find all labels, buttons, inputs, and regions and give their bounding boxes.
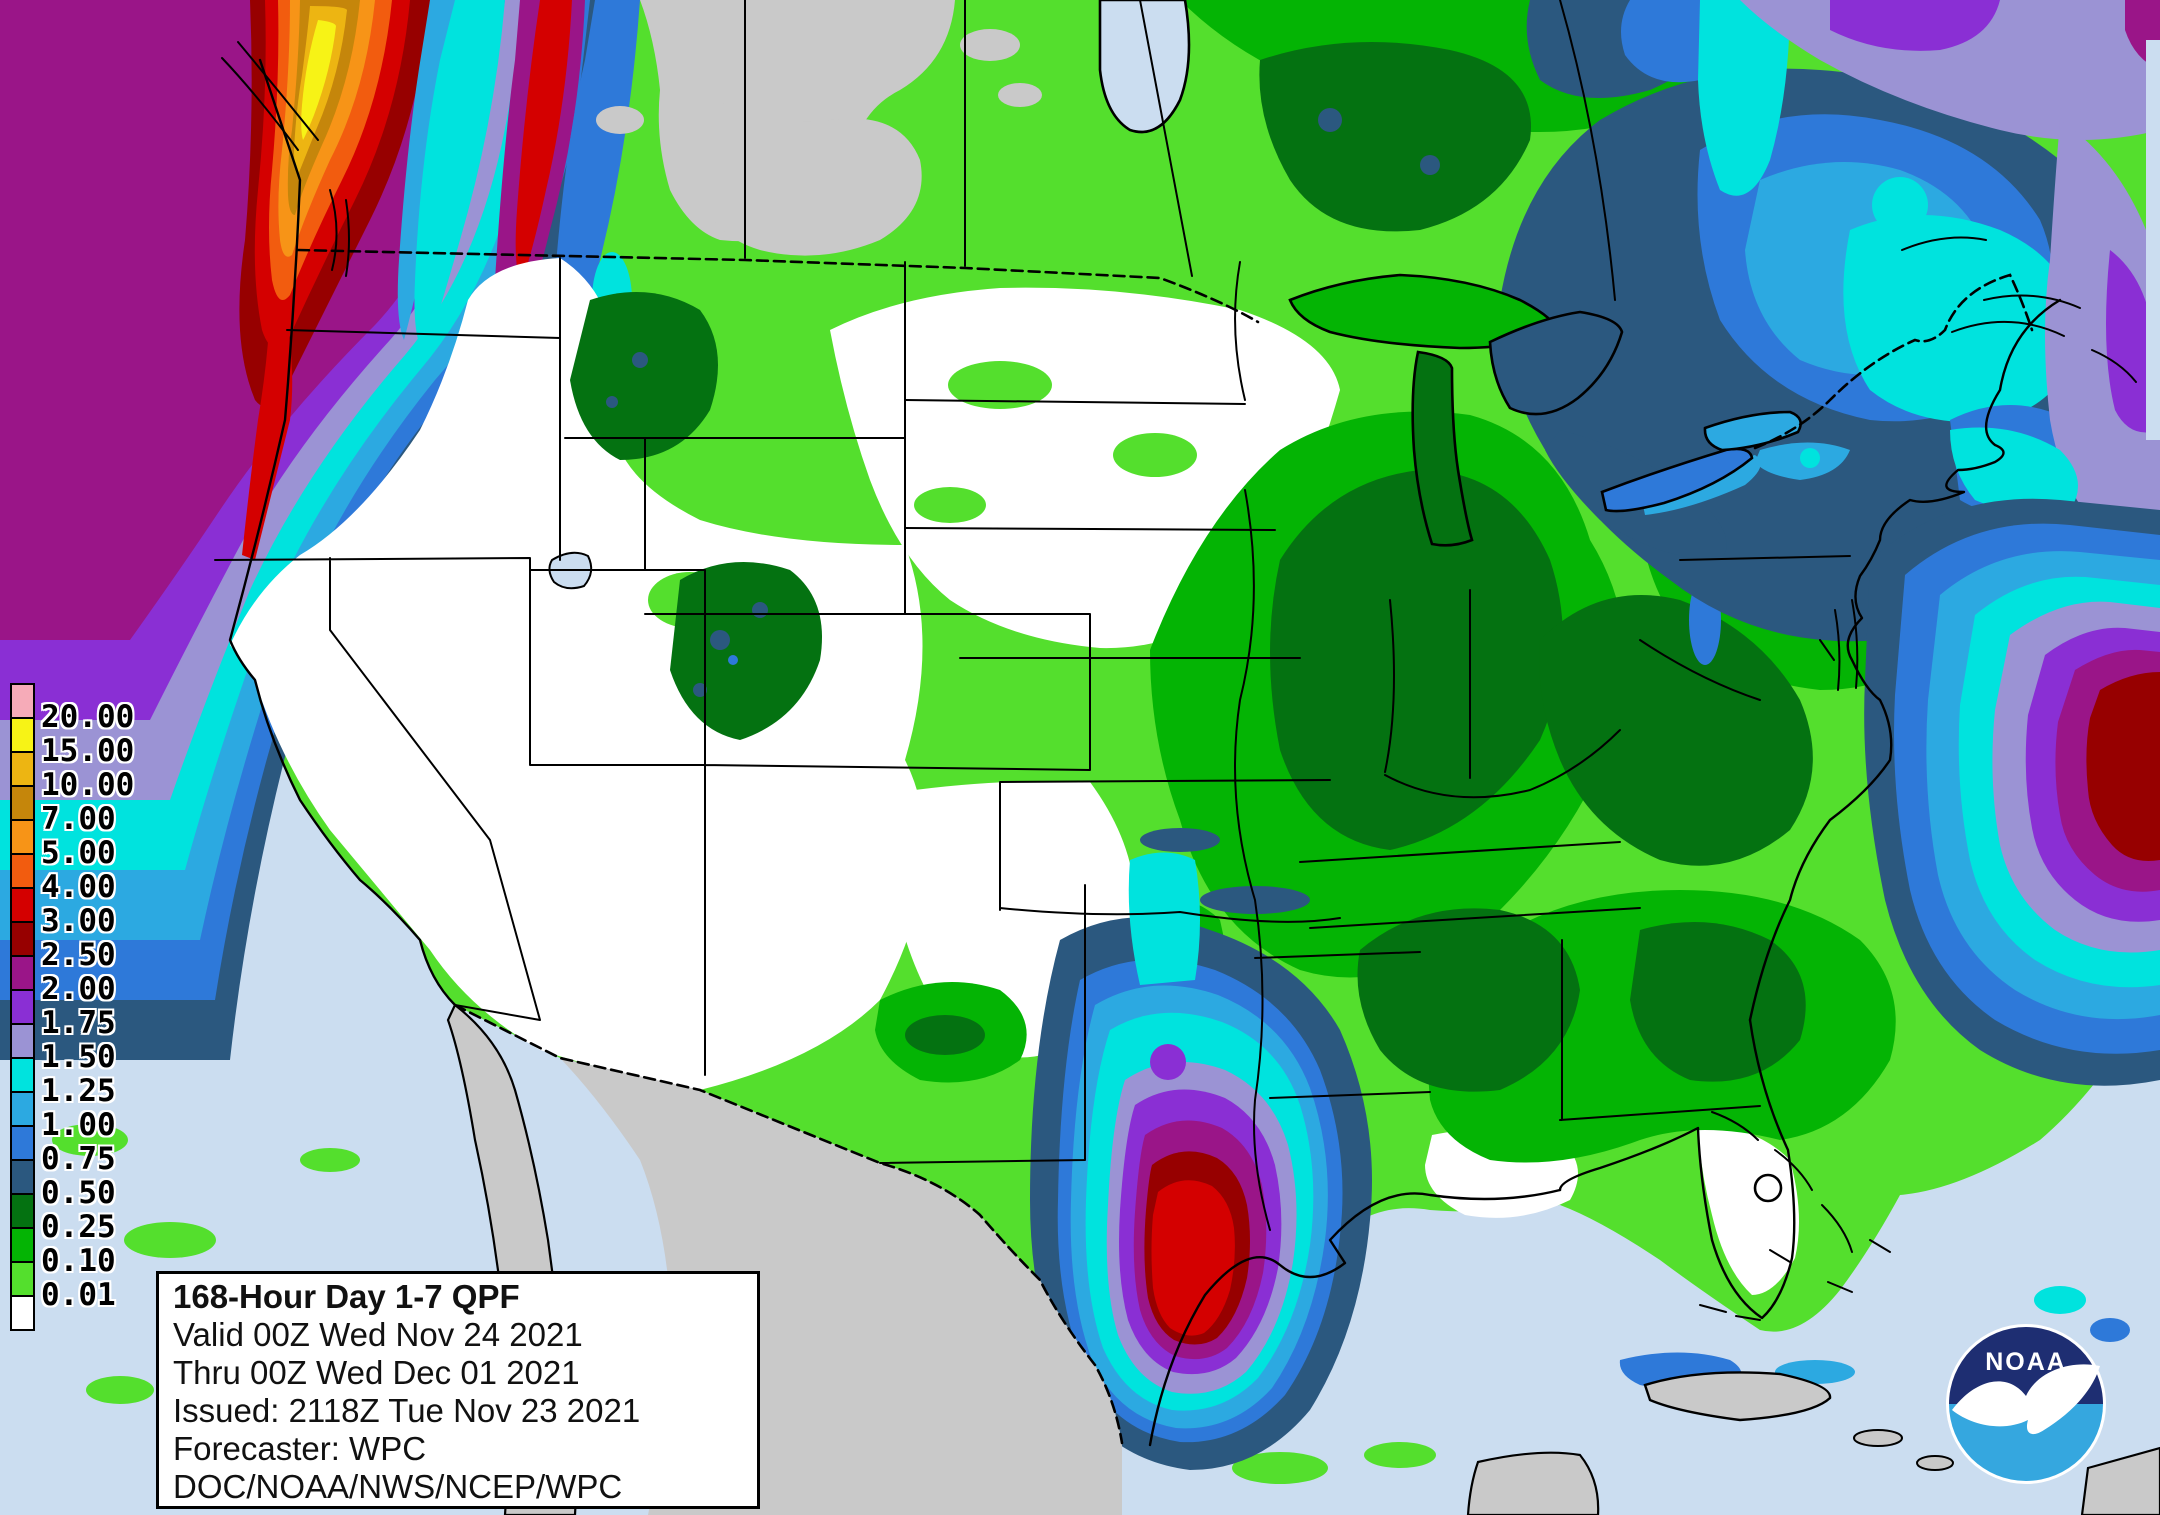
legend-label: 4.00 xyxy=(41,869,116,905)
legend-swatch xyxy=(10,819,35,855)
texas-coast-max xyxy=(1030,852,2130,1470)
thru-time-line: Thru 00Z Wed Dec 01 2021 xyxy=(173,1354,580,1391)
legend-swatch xyxy=(10,683,35,719)
legend-label: 5.00 xyxy=(41,835,116,871)
info-box: 168-Hour Day 1-7 QPF Valid 00Z Wed Nov 2… xyxy=(156,1271,760,1509)
legend-label: 0.25 xyxy=(41,1209,116,1245)
legend-swatch xyxy=(10,1261,35,1297)
legend-swatch xyxy=(10,751,35,787)
great-lakes xyxy=(548,0,1802,1203)
forecaster-line: Forecaster: WPC xyxy=(173,1430,427,1467)
grid-edge-ocean xyxy=(2146,40,2160,440)
legend-label: 7.00 xyxy=(41,801,116,837)
legend-label: 15.00 xyxy=(41,733,135,769)
legend-label: 1.00 xyxy=(41,1107,116,1143)
valid-time-line: Valid 00Z Wed Nov 24 2021 xyxy=(173,1316,583,1353)
legend-label: 1.25 xyxy=(41,1073,116,1109)
pacific-northwest-max xyxy=(0,0,640,1060)
legend-swatch xyxy=(10,1057,35,1093)
legend-swatch xyxy=(10,921,35,957)
legend-swatch xyxy=(10,989,35,1025)
noaa-seagull-icon xyxy=(1952,1364,2100,1435)
legend-swatch xyxy=(10,1193,35,1229)
legend-swatch xyxy=(10,1295,35,1331)
issued-time-line: Issued: 2118Z Tue Nov 23 2021 xyxy=(173,1392,641,1429)
northeast-canada-field xyxy=(1500,0,2160,642)
legend-label: 1.50 xyxy=(41,1039,116,1075)
legend-label: 3.00 xyxy=(41,903,116,939)
map-title: 168-Hour Day 1-7 QPF xyxy=(173,1278,520,1315)
atlantic-offshore-max xyxy=(1864,498,2160,1086)
legend-swatch xyxy=(10,955,35,991)
map-borders xyxy=(214,0,2137,1447)
legend-label: 2.50 xyxy=(41,937,116,973)
legend-swatch xyxy=(10,717,35,753)
legend-label: 0.10 xyxy=(41,1243,116,1279)
legend-swatch xyxy=(10,1227,35,1263)
legend-label: 10.00 xyxy=(41,767,135,803)
legend-swatch xyxy=(10,785,35,821)
legend-swatch xyxy=(10,1023,35,1059)
legend-label: 0.50 xyxy=(41,1175,116,1211)
legend: 20.00 15.00 10.00 7.00 5.00 4.00 3.00 2.50 2.00 1… xyxy=(10,683,200,1331)
legend-label: 1.75 xyxy=(41,1005,116,1041)
legend-label: 0.01 xyxy=(41,1277,116,1313)
legend-swatch xyxy=(10,887,35,923)
agency-line: DOC/NOAA/NWS/NCEP/WPC xyxy=(173,1468,623,1505)
noaa-logo-text: NOAA xyxy=(1985,1348,2067,1376)
legend-swatch xyxy=(10,1125,35,1161)
legend-label: 20.00 xyxy=(41,699,135,735)
legend-swatch xyxy=(10,1091,35,1127)
legend-swatch xyxy=(10,853,35,889)
legend-label: 2.00 xyxy=(41,971,116,1007)
legend-label: 0.75 xyxy=(41,1141,116,1177)
noaa-logo: NOAA xyxy=(1946,1324,2106,1484)
legend-swatch xyxy=(10,1159,35,1195)
